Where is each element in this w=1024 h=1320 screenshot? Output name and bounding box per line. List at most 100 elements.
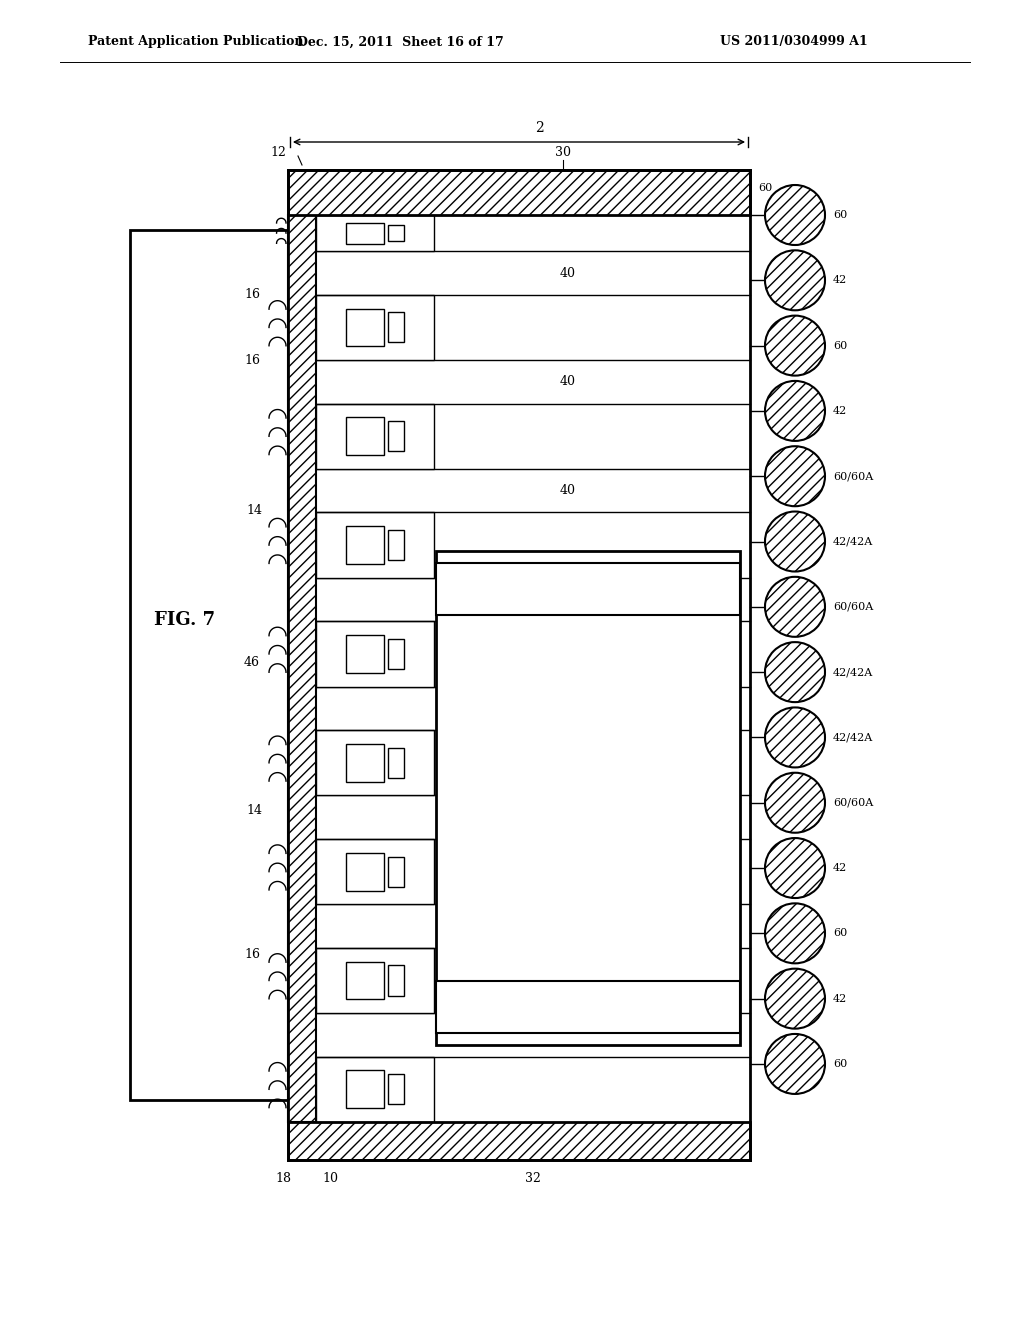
Bar xyxy=(388,421,404,451)
Text: 40: 40 xyxy=(560,920,575,933)
Text: 42/42A: 42/42A xyxy=(833,667,873,677)
Bar xyxy=(316,948,434,1014)
Text: 40: 40 xyxy=(560,593,575,606)
Text: 52: 52 xyxy=(595,1001,611,1014)
Circle shape xyxy=(765,838,825,898)
Text: 20: 20 xyxy=(358,975,371,985)
Text: 21: 21 xyxy=(390,323,402,331)
Text: 21: 21 xyxy=(390,867,402,876)
Bar xyxy=(288,215,316,1122)
Text: 20: 20 xyxy=(358,323,371,331)
Bar xyxy=(436,981,740,1034)
Bar xyxy=(316,294,434,360)
Bar xyxy=(388,857,404,887)
Bar xyxy=(388,224,404,242)
Bar xyxy=(388,639,404,669)
Text: 21: 21 xyxy=(390,758,402,767)
Text: 18: 18 xyxy=(275,1172,291,1184)
Circle shape xyxy=(765,969,825,1028)
Text: 21: 21 xyxy=(390,228,402,238)
Text: 40: 40 xyxy=(560,375,575,388)
Bar xyxy=(288,170,750,215)
Bar xyxy=(316,622,434,686)
Text: 52: 52 xyxy=(595,582,611,595)
Text: 60/60A: 60/60A xyxy=(833,471,873,482)
Text: 50: 50 xyxy=(550,801,565,814)
Circle shape xyxy=(765,577,825,636)
Text: 14: 14 xyxy=(246,503,262,516)
Text: 16: 16 xyxy=(244,289,260,301)
Text: Dec. 15, 2011  Sheet 16 of 17: Dec. 15, 2011 Sheet 16 of 17 xyxy=(297,36,504,49)
Text: 14: 14 xyxy=(246,804,262,817)
Text: 21: 21 xyxy=(390,432,402,441)
Text: 16: 16 xyxy=(244,354,260,367)
Text: 21: 21 xyxy=(390,1085,402,1094)
Bar xyxy=(316,404,434,469)
Text: FIG. 7: FIG. 7 xyxy=(155,611,216,630)
Bar xyxy=(316,215,434,251)
Text: 60/60A: 60/60A xyxy=(833,797,873,808)
Bar xyxy=(436,550,740,1045)
Text: 42: 42 xyxy=(833,407,847,416)
Circle shape xyxy=(765,903,825,964)
Bar xyxy=(346,223,384,244)
Bar xyxy=(346,309,384,346)
Text: 20: 20 xyxy=(358,867,371,876)
Circle shape xyxy=(765,772,825,833)
Bar xyxy=(130,230,290,1100)
Text: 60: 60 xyxy=(833,1059,847,1069)
Text: 54: 54 xyxy=(550,850,565,863)
Bar xyxy=(346,417,384,455)
Text: 20: 20 xyxy=(358,1085,371,1094)
Circle shape xyxy=(765,642,825,702)
Circle shape xyxy=(765,1034,825,1094)
Bar xyxy=(346,527,384,564)
Text: 40: 40 xyxy=(560,267,575,280)
Bar xyxy=(346,961,384,999)
Text: 60: 60 xyxy=(833,928,847,939)
Circle shape xyxy=(765,512,825,572)
Text: US 2011/0304999 A1: US 2011/0304999 A1 xyxy=(720,36,867,49)
Circle shape xyxy=(765,315,825,376)
Text: 20: 20 xyxy=(358,541,371,549)
Bar xyxy=(346,744,384,781)
Text: 12: 12 xyxy=(270,145,286,158)
Text: 40: 40 xyxy=(560,484,575,498)
Bar xyxy=(316,215,750,1122)
Text: 42: 42 xyxy=(833,994,847,1003)
Bar xyxy=(346,853,384,891)
Text: 16: 16 xyxy=(244,949,260,961)
Text: 21: 21 xyxy=(390,541,402,549)
Text: 40: 40 xyxy=(560,1028,575,1041)
Text: 20: 20 xyxy=(358,758,371,767)
Bar xyxy=(316,730,434,796)
Bar xyxy=(346,1071,384,1109)
Bar xyxy=(346,635,384,673)
Bar xyxy=(316,840,434,904)
Text: 46: 46 xyxy=(244,656,260,668)
Text: 60/60A: 60/60A xyxy=(833,602,873,612)
Circle shape xyxy=(765,381,825,441)
Text: 2: 2 xyxy=(535,121,544,135)
Bar xyxy=(436,562,740,615)
Text: 30: 30 xyxy=(555,145,571,158)
Bar xyxy=(388,313,404,342)
Text: 21: 21 xyxy=(390,649,402,659)
Circle shape xyxy=(765,251,825,310)
Bar xyxy=(388,748,404,777)
Bar xyxy=(316,1057,434,1122)
Text: 60: 60 xyxy=(833,210,847,220)
Circle shape xyxy=(765,446,825,506)
Text: 20: 20 xyxy=(358,432,371,441)
Text: 21: 21 xyxy=(390,975,402,985)
Bar xyxy=(388,1074,404,1105)
Text: Patent Application Publication: Patent Application Publication xyxy=(88,36,303,49)
Circle shape xyxy=(765,708,825,767)
Text: 40: 40 xyxy=(560,702,575,715)
Text: 10: 10 xyxy=(322,1172,338,1184)
Text: 60: 60 xyxy=(833,341,847,351)
Text: 20: 20 xyxy=(358,649,371,659)
Bar xyxy=(388,965,404,995)
Text: 42/42A: 42/42A xyxy=(833,733,873,742)
Text: 60: 60 xyxy=(758,183,772,193)
